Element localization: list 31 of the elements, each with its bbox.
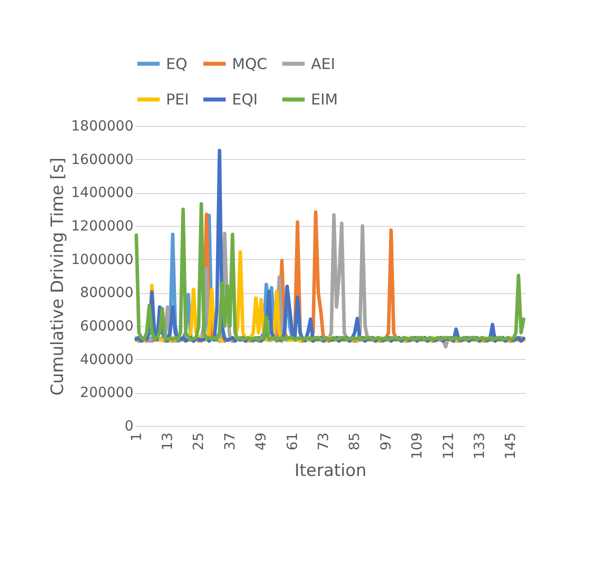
x-tick-label: 73: [316, 432, 332, 450]
x-tick-label: 133: [472, 432, 488, 460]
x-tick-label: 13: [160, 432, 176, 450]
y-tick-label: 1600000: [71, 152, 134, 168]
y-tick-label: 400000: [80, 352, 134, 368]
y-tick-label: 1400000: [71, 185, 134, 202]
x-tick-label: 25: [191, 432, 208, 450]
x-tick-label: 109: [410, 432, 426, 460]
x-tick-label: 145: [503, 432, 520, 460]
y-axis-title: Cumulative Driving Time [s]: [48, 157, 68, 396]
y-tick-label: 200000: [80, 385, 134, 402]
legend-label: EQ: [166, 54, 188, 73]
y-tick-label: 1000000: [71, 252, 134, 268]
y-tick-label: 600000: [80, 318, 134, 334]
x-tick-label: 1: [128, 432, 145, 442]
x-tick-label: 121: [440, 432, 457, 460]
x-axis-title: Iteration: [294, 461, 367, 482]
x-tick-label: 97: [378, 432, 394, 450]
legend-label: MQC: [232, 54, 268, 73]
legend-label: EQI: [232, 90, 258, 108]
x-tick-label: 61: [284, 432, 301, 450]
legend-label: AEI: [311, 54, 336, 73]
y-tick-label: 1200000: [71, 218, 134, 234]
y-tick-label: 1800000: [71, 118, 134, 134]
y-tick-label: 0: [124, 418, 134, 434]
y-tick-label: 800000: [80, 285, 134, 302]
x-tick-label: 37: [222, 432, 238, 450]
x-tick-label: 49: [254, 432, 270, 450]
x-tick-label: 85: [347, 432, 364, 450]
legend-label: EIM: [311, 90, 338, 108]
legend-label: PEI: [166, 90, 189, 108]
